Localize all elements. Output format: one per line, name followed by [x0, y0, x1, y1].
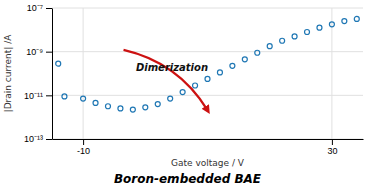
point	[168, 96, 173, 101]
grid-line	[52, 51, 363, 52]
y-axis-title: |Drain current| /A	[3, 34, 13, 113]
axis-line	[52, 9, 53, 140]
point	[342, 19, 347, 24]
tick: 10⁻¹¹	[24, 91, 52, 101]
point	[130, 107, 135, 112]
point	[267, 44, 272, 49]
points	[56, 16, 360, 112]
tick-label: 10⁻¹¹	[24, 91, 43, 101]
point	[242, 57, 247, 62]
tick-mark	[332, 139, 333, 145]
grid-line	[83, 8, 84, 139]
grid-line	[52, 8, 363, 9]
point	[292, 34, 297, 39]
point	[193, 83, 198, 88]
point	[143, 105, 148, 110]
tick-mark	[46, 95, 52, 96]
tick-label: 10⁻⁹	[26, 47, 43, 57]
point	[280, 38, 285, 43]
point	[205, 76, 210, 81]
point	[354, 16, 359, 21]
x-axis: -10 30	[53, 139, 364, 156]
tick: 10⁻⁹	[26, 47, 52, 57]
tick-mark	[46, 8, 52, 9]
grid	[52, 8, 363, 139]
title: Boron-embedded BAE	[114, 172, 262, 186]
tick: -10	[77, 139, 90, 156]
tick: 10⁻¹³	[24, 134, 52, 144]
tick-mark	[46, 52, 52, 53]
point	[230, 63, 235, 68]
point	[56, 61, 61, 66]
tick-label: -10	[77, 146, 90, 156]
grid-line	[331, 8, 332, 139]
tick-mark	[46, 139, 52, 140]
axis-line	[53, 139, 364, 140]
y-axis: 10⁻¹³ 10⁻¹¹ 10⁻⁹ 10⁻⁷	[24, 3, 53, 144]
tick-label: 10⁻⁷	[27, 3, 43, 13]
chart: -10 30 10⁻¹³ 10⁻¹¹ 10⁻⁹ 10⁻⁷ Dimerization Gate …	[0, 0, 375, 189]
point	[81, 96, 86, 101]
annotation-arrow	[124, 50, 208, 110]
grid-line	[52, 95, 363, 96]
point	[305, 30, 310, 35]
point	[329, 22, 334, 27]
grid-line	[52, 139, 363, 140]
point	[180, 90, 185, 95]
point	[118, 106, 123, 111]
tick-label: 10⁻¹³	[24, 134, 43, 144]
point	[255, 50, 260, 55]
point	[62, 94, 67, 99]
annotation: Dimerization	[136, 62, 208, 73]
tick-mark	[83, 139, 84, 145]
plot: -10 30 10⁻¹³ 10⁻¹¹ 10⁻⁹ 10⁻⁷ Dimerization Gate …	[24, 3, 364, 168]
tick: 30	[327, 139, 337, 156]
point	[155, 102, 160, 107]
tick: 10⁻⁷	[27, 3, 52, 13]
point	[217, 70, 222, 75]
point	[317, 25, 322, 30]
x-axis-title: Gate voltage / V	[171, 158, 245, 168]
point	[93, 100, 98, 105]
point	[105, 104, 110, 109]
tick-label: 30	[327, 146, 337, 156]
